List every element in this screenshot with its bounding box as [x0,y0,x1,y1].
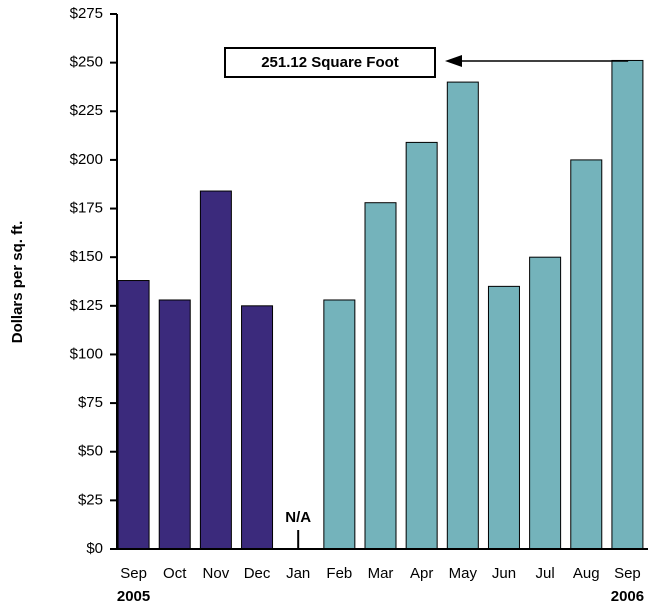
x-tick-label: Sep [614,565,641,582]
y-tick-label: $200 [70,151,103,168]
y-tick-label: $150 [70,248,103,265]
annotation-box [224,47,436,78]
y-tick-label: $100 [70,345,103,362]
bar [364,202,397,550]
y-tick-label: $250 [70,54,103,71]
year-label: 2005 [117,588,150,605]
bar [529,256,562,550]
bar [323,299,356,550]
x-tick-label: Oct [163,565,187,582]
year-label: 2006 [611,588,644,605]
y-tick-label: $50 [78,443,103,460]
x-tick-label: Jun [492,565,516,582]
y-tick-label: $275 [70,5,103,22]
y-tick-label: $75 [78,394,103,411]
x-tick-label: Apr [410,565,433,582]
x-tick-label: Sep [120,565,147,582]
x-tick-label: Jul [536,565,555,582]
bar [199,190,232,550]
annotation-arrow [460,60,629,62]
bar [117,280,150,550]
arrow-head [445,55,462,67]
y-tick-label: $0 [86,540,103,557]
x-tick-label: Mar [368,565,394,582]
x-tick-label: Jan [286,565,310,582]
bar [446,81,479,550]
bar [405,141,438,550]
bar [241,305,274,550]
y-tick-label: $175 [70,200,103,217]
bar [611,59,644,550]
y-tick-label: $125 [70,297,103,314]
y-tick-label: $225 [70,102,103,119]
bar [570,159,603,550]
bar [158,299,191,550]
y-tick-label: $25 [78,491,103,508]
bar [487,285,520,550]
x-tick-label: Nov [203,565,230,582]
annotation: 251.12 Square Foot [261,54,399,71]
x-tick-label: Feb [326,565,352,582]
x-tick-label: Aug [573,565,600,582]
missing-label: N/A [285,509,311,526]
x-tick-label: Dec [244,565,271,582]
y-axis-label: Dollars per sq. ft. [9,221,26,344]
x-tick-label: May [449,565,478,582]
